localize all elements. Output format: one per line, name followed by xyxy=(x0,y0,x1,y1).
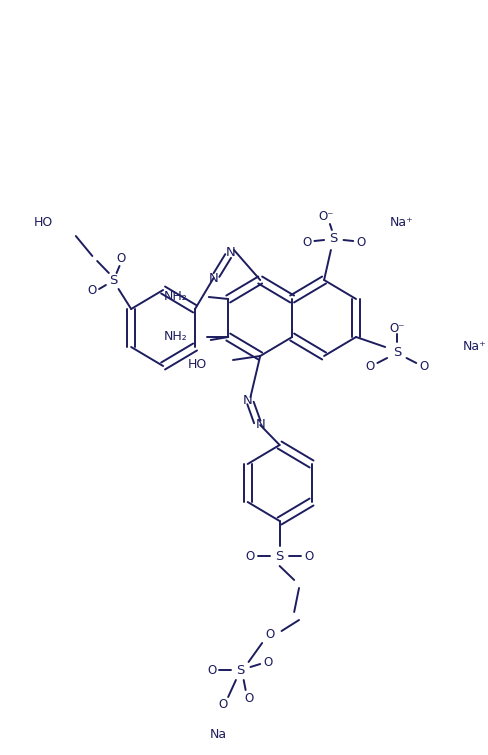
Text: O: O xyxy=(87,285,97,297)
Text: S: S xyxy=(392,346,400,359)
Text: N: N xyxy=(226,246,236,260)
Text: O⁻: O⁻ xyxy=(388,322,404,334)
Text: S: S xyxy=(109,275,118,288)
Text: O: O xyxy=(244,692,253,704)
Text: HO: HO xyxy=(34,217,53,230)
Text: S: S xyxy=(275,550,283,562)
Text: O: O xyxy=(117,252,126,266)
Text: O: O xyxy=(263,655,272,668)
Text: NH₂: NH₂ xyxy=(163,331,187,344)
Text: O: O xyxy=(356,236,365,248)
Text: O: O xyxy=(206,664,216,676)
Text: O: O xyxy=(302,236,310,248)
Text: N: N xyxy=(208,272,218,285)
Text: O⁻: O⁻ xyxy=(318,209,333,223)
Text: NH₂: NH₂ xyxy=(163,289,187,303)
Text: O: O xyxy=(264,628,274,642)
Text: Na⁺: Na⁺ xyxy=(462,341,486,353)
Text: O: O xyxy=(419,360,428,374)
Text: O: O xyxy=(364,360,373,374)
Text: Na⁺: Na⁺ xyxy=(389,217,413,230)
Text: HO: HO xyxy=(187,358,206,371)
Text: O: O xyxy=(245,550,255,562)
Text: S: S xyxy=(329,232,337,245)
Text: Na: Na xyxy=(209,729,226,741)
Text: O: O xyxy=(218,698,227,711)
Text: S: S xyxy=(236,664,244,676)
Text: N: N xyxy=(242,393,252,406)
Text: O: O xyxy=(304,550,313,562)
Text: N: N xyxy=(255,418,264,432)
